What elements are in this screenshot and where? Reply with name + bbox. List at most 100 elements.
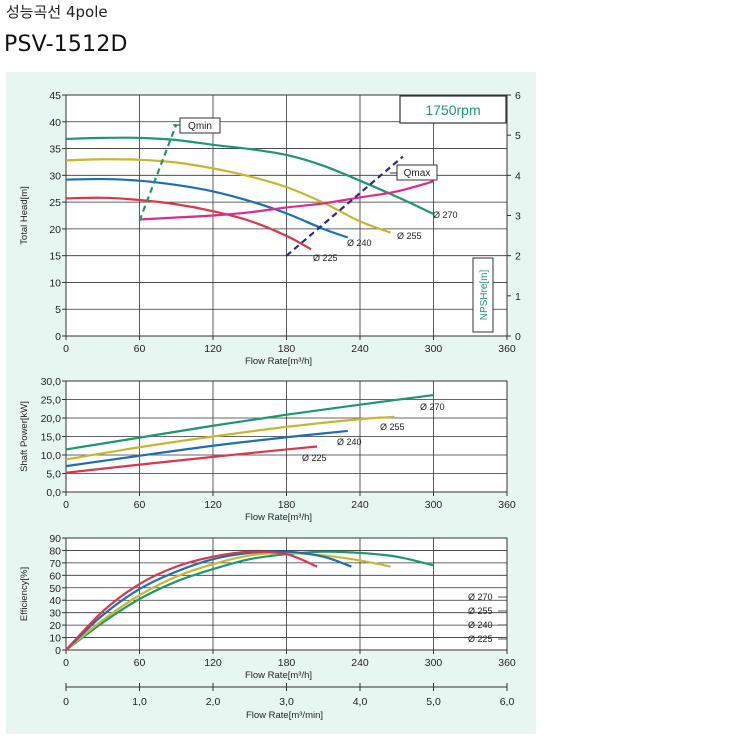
x-tick-label: 0 [63,343,69,355]
power-panel: 0 60 120 180 240 300 360 0,0 5,0 10,0 15,0 20,0 25,0… [19,376,516,523]
x-tick-label: 60 [134,499,146,511]
qmax-line [285,155,404,257]
y-tick-label: 35 [49,144,61,156]
x-tick-label: 0 [63,657,69,669]
rpm-box [399,95,507,124]
y2-tick-label: 6 [515,90,521,102]
x2-tick-label: 4,0 [353,696,368,708]
efficiency-series-3 [65,550,318,651]
y-tick-label: 5,0 [46,469,61,481]
y-tick-label: 10,0 [41,450,62,462]
x-axis-label: Flow Rate[m³/h] [245,512,312,523]
qmin-line [138,124,178,222]
x2-tick-label: 1,0 [132,696,147,708]
y-tick-label: 60 [49,570,61,582]
y2-tick-label: 3 [515,211,521,223]
x-tick-label: 180 [278,499,296,511]
y-tick-label: 10 [49,633,61,645]
y-tick-label: 15 [49,251,61,263]
efficiency-series-1 [65,551,391,651]
x-tick-label: 120 [204,343,222,355]
legend-entry: Ø 270 [468,592,493,602]
curve-label: Ø 225 [313,253,338,263]
curve-label: Ø 225 [302,453,327,463]
y-tick-label: 15,0 [41,432,62,444]
x2-tick-label: 5,0 [426,696,441,708]
x-tick-label: 60 [134,657,146,669]
efficiency-panel: 0 60 120 180 240 300 3600102030405060708090Flo… [19,533,516,721]
y-tick-label: 25 [49,197,61,209]
x-tick-label: 180 [278,657,296,669]
head-series-3 [65,196,312,251]
x-tick-label: 180 [278,343,296,355]
curve-label: Ø 240 [337,437,362,447]
rpm-label: 1750rpm [425,102,480,118]
y2-tick-label: 4 [515,170,521,182]
x-axis-label: Flow Rate[m³/h] [245,356,312,367]
legend-entry: Ø 240 [468,620,493,630]
head-series-4 [139,180,434,221]
y-tick-label: 45 [49,90,61,102]
y-axis-label: Total Head[m] [19,186,30,245]
head-series-2 [65,177,349,239]
head-series-0 [65,136,434,215]
page-title: 성능곡선 4pole [6,3,108,21]
y-tick-label: 50 [49,583,61,595]
y-axis-label: Shaft Power[kW] [19,401,30,472]
npsh-axis-label: NPSHre[m] [479,269,490,320]
x-axis-label: Flow Rate[m³/h] [245,670,312,681]
y2-tick-label: 2 [515,251,521,263]
x2-axis-label: Flow Rate[m³/min] [246,710,323,721]
efficiency-series-2 [65,550,352,651]
head-series-1 [65,158,392,234]
efficiency-series-0 [65,550,434,651]
y-tick-label: 30 [49,170,61,182]
y-tick-label: 5 [55,304,61,316]
x-tick-label: 300 [425,499,443,511]
x-tick-label: 240 [351,657,369,669]
x2-tick-label: 3,0 [279,696,294,708]
power-series-2 [65,429,348,468]
power-series-1 [65,415,395,461]
y-tick-label: 25,0 [41,395,62,407]
y-tick-label: 30 [49,608,61,620]
x-tick-label: 360 [498,499,516,511]
legend-entry: Ø 225 [468,634,493,644]
model-name: PSV-1512D [4,32,128,57]
y-tick-label: 70 [49,558,61,570]
y2-tick-label: 1 [515,291,521,303]
x2-tick-label: 2,0 [206,696,221,708]
x-tick-label: 240 [351,343,369,355]
power-series-0 [65,393,434,451]
x-tick-label: 120 [204,499,222,511]
y-tick-label: 40 [49,117,61,129]
power-series-3 [65,445,318,474]
y-tick-label: 0 [55,645,61,657]
y-axis-label: Efficiency[%] [19,567,30,621]
y-tick-label: 80 [49,545,61,557]
x-tick-label: 240 [351,499,369,511]
npsh-label-box [472,257,494,333]
x-tick-label: 0 [63,499,69,511]
y-tick-label: 0,0 [46,487,61,499]
y-tick-label: 20,0 [41,413,62,425]
y-tick-label: 0 [55,331,61,343]
curve-label: Ø 270 [420,402,445,412]
head-panel: 0 60 120 180 240 300 360051015202530354045Flow… [19,90,521,367]
qmin-label: Qmin [188,121,212,132]
y-tick-label: 20 [49,620,61,632]
legend-entry: Ø 255 [468,606,493,616]
curve-label: Ø 270 [433,210,458,220]
curve-label: Ø 240 [347,238,372,248]
x-tick-label: 300 [425,343,443,355]
x-tick-label: 300 [425,657,443,669]
curve-label: Ø 255 [397,231,422,241]
y2-tick-label: 0 [515,331,521,343]
x-tick-label: 120 [204,657,222,669]
y-tick-label: 10 [49,277,61,289]
x2-tick-label: 6,0 [500,696,515,708]
y-tick-label: 30,0 [41,376,62,388]
curve-label: Ø 255 [380,422,405,432]
x-tick-label: 60 [134,343,146,355]
